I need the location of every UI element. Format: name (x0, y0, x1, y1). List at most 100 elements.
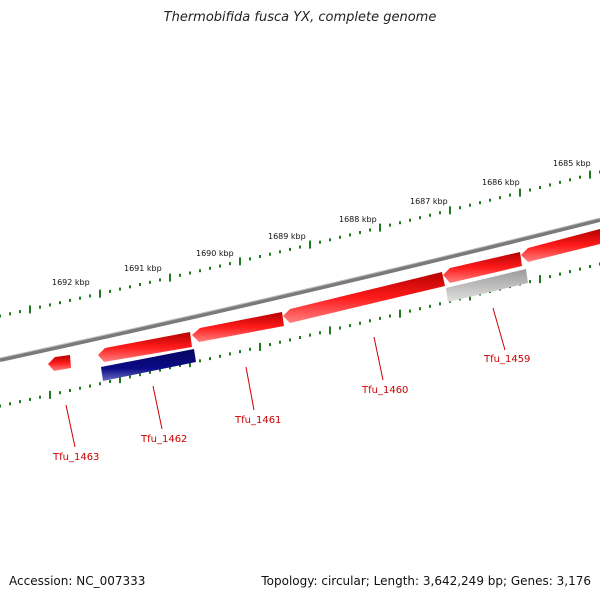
minor-tick (339, 326, 341, 330)
kbp-label-1692: 1692 kbp (52, 278, 90, 287)
minor-tick (209, 357, 211, 361)
minor-tick (249, 257, 251, 261)
gene-tfu1458[interactable] (521, 229, 600, 262)
minor-tick (569, 178, 571, 182)
genome-backbone-highlight (0, 217, 600, 359)
minor-tick (409, 218, 411, 222)
minor-tick (349, 233, 351, 237)
leader-line-tfu1463 (65, 404, 76, 448)
minor-tick (249, 347, 251, 351)
major-tick (99, 289, 101, 298)
minor-tick (239, 350, 241, 354)
minor-tick (69, 298, 71, 302)
kbp-label-1691: 1691 kbp (124, 264, 162, 273)
minor-tick (369, 319, 371, 323)
major-tick (399, 309, 401, 318)
major-tick (309, 240, 311, 249)
outer-tick-ring (0, 170, 600, 318)
major-tick (169, 273, 171, 282)
minor-tick (99, 382, 101, 386)
minor-tick (39, 395, 41, 399)
minor-tick (359, 231, 361, 234)
minor-tick (299, 245, 301, 249)
minor-tick (149, 280, 151, 284)
gene-tfu1460[interactable] (283, 272, 445, 323)
minor-tick (569, 270, 571, 274)
leader-line-tfu1461 (245, 366, 255, 411)
minor-tick (39, 305, 41, 309)
minor-tick (529, 188, 531, 192)
minor-tick (469, 203, 471, 207)
genome-backbone (0, 218, 600, 362)
minor-tick (179, 273, 181, 277)
minor-tick (109, 380, 111, 383)
major-tick (259, 342, 261, 351)
minor-tick (229, 352, 231, 356)
kbp-label-1689: 1689 kbp (268, 232, 306, 241)
minor-tick (529, 280, 531, 284)
minor-tick (489, 198, 491, 202)
minor-tick (399, 221, 401, 225)
major-tick (29, 305, 31, 314)
minor-tick (229, 262, 231, 266)
minor-tick (219, 354, 221, 358)
topology-text: Topology: circular; Length: 3,642,249 bp… (261, 574, 591, 588)
minor-tick (289, 247, 291, 251)
minor-tick (169, 366, 171, 370)
gene-label-tfu1463: Tfu_1463 (52, 452, 99, 463)
minor-tick (259, 255, 261, 258)
minor-tick (559, 272, 561, 276)
minor-tick (79, 296, 81, 300)
minor-tick (189, 271, 191, 275)
minor-tick (429, 213, 431, 217)
minor-tick (179, 364, 181, 367)
kbp-label-1688: 1688 kbp (339, 215, 377, 224)
kbp-label-1687: 1687 kbp (410, 197, 448, 206)
major-tick (519, 188, 521, 197)
minor-tick (559, 180, 561, 184)
minor-tick (19, 310, 21, 314)
minor-tick (159, 368, 161, 372)
gene-tfu1462[interactable] (101, 349, 196, 381)
minor-tick (159, 278, 161, 282)
minor-tick (429, 304, 431, 308)
minor-tick (369, 228, 371, 232)
minor-tick (549, 183, 551, 187)
gene-tfu1461a[interactable] (98, 332, 192, 362)
gene-label-tfu1461: Tfu_1461 (234, 415, 281, 426)
minor-tick (219, 264, 221, 268)
minor-tick (289, 338, 291, 342)
minor-tick (349, 324, 351, 328)
minor-tick (329, 238, 331, 242)
minor-tick (549, 275, 551, 279)
minor-tick (109, 289, 111, 293)
leader-line-tfu1460 (373, 336, 384, 381)
minor-tick (339, 235, 341, 239)
gene-tfu1461[interactable] (192, 312, 284, 342)
minor-tick (79, 386, 81, 390)
minor-tick (0, 404, 1, 408)
gene-tfu1459a[interactable] (443, 252, 522, 283)
gene-tfu1459[interactable] (446, 269, 528, 302)
major-tick (589, 170, 591, 179)
major-tick (239, 257, 241, 266)
minor-tick (419, 216, 421, 220)
minor-tick (119, 287, 121, 291)
gene-tfu1463[interactable] (48, 355, 71, 371)
minor-tick (139, 283, 141, 286)
minor-tick (439, 302, 441, 306)
minor-tick (409, 309, 411, 313)
gene-label-tfu1459: Tfu_1459 (483, 354, 530, 365)
minor-tick (479, 201, 481, 205)
minor-tick (389, 314, 391, 318)
minor-tick (59, 301, 61, 305)
kbp-label-1690: 1690 kbp (196, 249, 234, 258)
minor-tick (269, 343, 271, 347)
minor-tick (439, 211, 441, 215)
minor-tick (29, 397, 31, 401)
minor-tick (269, 252, 271, 256)
minor-tick (129, 285, 131, 289)
major-tick (119, 375, 121, 384)
minor-tick (499, 196, 501, 200)
